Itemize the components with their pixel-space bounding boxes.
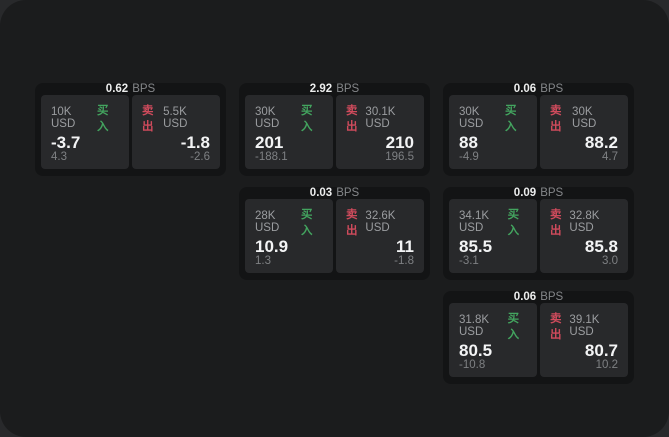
spread-value: 0.06 [513,291,537,303]
sell-quote-panel[interactable]: 卖出 30.1K USD 210 196.5 [336,95,424,169]
buy-amount: 30K USD [255,106,280,130]
spread-unit: BPS [132,83,156,95]
spread-header: 0.09 BPS [449,187,628,199]
quote-card: 0.62 BPS 10K USD 买入 -3.7 4.3 卖出 5.5K USD… [35,83,226,176]
buy-change: -4.9 [459,151,479,163]
spread-value: 0.03 [309,187,333,199]
spread-header: 0.03 BPS [245,187,424,199]
sell-side-label: 卖出 [550,209,562,237]
sell-quote-panel[interactable]: 卖出 32.8K USD 85.8 3.0 [540,199,628,273]
buy-amount: 10K USD [51,106,76,130]
buy-price: 85.5 [459,237,493,256]
spread-unit: BPS [540,83,564,95]
sell-amount: 5.5K USD [163,106,188,130]
sell-quote-panel[interactable]: 卖出 39.1K USD 80.7 10.2 [540,303,628,377]
sell-amount: 32.8K USD [569,210,600,234]
buy-price: 80.5 [459,341,493,360]
buy-quote-panel[interactable]: 30K USD 买入 201 -188.1 [245,95,333,169]
buy-change: 4.3 [51,151,67,163]
buy-quote-panel[interactable]: 31.8K USD 买入 80.5 -10.8 [449,303,537,377]
spread-value: 0.62 [105,83,129,95]
spread-header: 0.62 BPS [41,83,220,95]
buy-amount: 31.8K USD [459,314,490,338]
sell-change: 4.7 [602,151,618,163]
quote-card: 2.92 BPS 30K USD 买入 201 -188.1 卖出 30.1K … [239,83,430,176]
sell-amount: 39.1K USD [569,314,600,338]
spread-unit: BPS [336,83,360,95]
sell-quote-panel[interactable]: 卖出 30K USD 88.2 4.7 [540,95,628,169]
sell-side-label: 卖出 [550,313,562,341]
sell-price: -1.8 [180,133,210,152]
sell-change: 10.2 [595,359,618,371]
spread-header: 0.06 BPS [449,83,628,95]
quote-cards-grid: 0.62 BPS 10K USD 买入 -3.7 4.3 卖出 5.5K USD… [35,83,634,384]
sell-amount: 30K USD [572,106,597,130]
spread-value: 0.09 [513,187,537,199]
sell-change: -1.8 [394,255,414,267]
sell-price: 80.7 [584,341,618,360]
buy-quote-panel[interactable]: 28K USD 买入 10.9 1.3 [245,199,333,273]
buy-price: -3.7 [51,133,81,152]
spread-unit: BPS [540,187,564,199]
buy-side-label: 买入 [507,209,520,237]
buy-amount: 28K USD [255,210,280,234]
sell-side-label: 卖出 [142,105,154,133]
quote-card: 0.06 BPS 31.8K USD 买入 80.5 -10.8 卖出 39.1… [443,291,634,384]
buy-side-label: 买入 [504,105,517,133]
quote-card: 0.09 BPS 34.1K USD 买入 85.5 -3.1 卖出 32.8K… [443,187,634,280]
buy-side-label: 买入 [507,313,520,341]
buy-side-label: 买入 [300,209,313,237]
sell-price: 85.8 [584,237,618,256]
buy-price: 10.9 [255,237,289,256]
sell-amount: 30.1K USD [365,106,396,130]
sell-price: 88.2 [584,133,618,152]
quote-card: 0.06 BPS 30K USD 买入 88 -4.9 卖出 30K USD 8… [443,83,634,176]
spread-unit: BPS [336,187,360,199]
sell-side-label: 卖出 [346,105,358,133]
buy-quote-panel[interactable]: 30K USD 买入 88 -4.9 [449,95,537,169]
sell-quote-panel[interactable]: 卖出 32.6K USD 11 -1.8 [336,199,424,273]
buy-amount: 30K USD [459,106,484,130]
buy-amount: 34.1K USD [459,210,490,234]
spread-header: 0.06 BPS [449,291,628,303]
sell-side-label: 卖出 [346,209,358,237]
spread-header: 2.92 BPS [245,83,424,95]
buy-change: -10.8 [459,359,486,371]
quote-card: 0.03 BPS 28K USD 买入 10.9 1.3 卖出 32.6K US… [239,187,430,280]
buy-quote-panel[interactable]: 34.1K USD 买入 85.5 -3.1 [449,199,537,273]
buy-change: -188.1 [255,151,288,163]
sell-side-label: 卖出 [550,105,562,133]
sell-price: 210 [385,133,414,152]
buy-price: 88 [459,133,478,152]
sell-amount: 32.6K USD [365,210,396,234]
buy-change: 1.3 [255,255,271,267]
spread-unit: BPS [540,291,564,303]
buy-change: -3.1 [459,255,479,267]
spread-value: 2.92 [309,83,333,95]
sell-price: 11 [396,237,414,256]
buy-side-label: 买入 [96,105,109,133]
spread-value: 0.06 [513,83,537,95]
buy-price: 201 [255,133,284,152]
sell-change: 196.5 [385,151,414,163]
sell-change: -2.6 [190,151,210,163]
sell-quote-panel[interactable]: 卖出 5.5K USD -1.8 -2.6 [132,95,220,169]
buy-quote-panel[interactable]: 10K USD 买入 -3.7 4.3 [41,95,129,169]
buy-side-label: 买入 [300,105,313,133]
sell-change: 3.0 [602,255,618,267]
